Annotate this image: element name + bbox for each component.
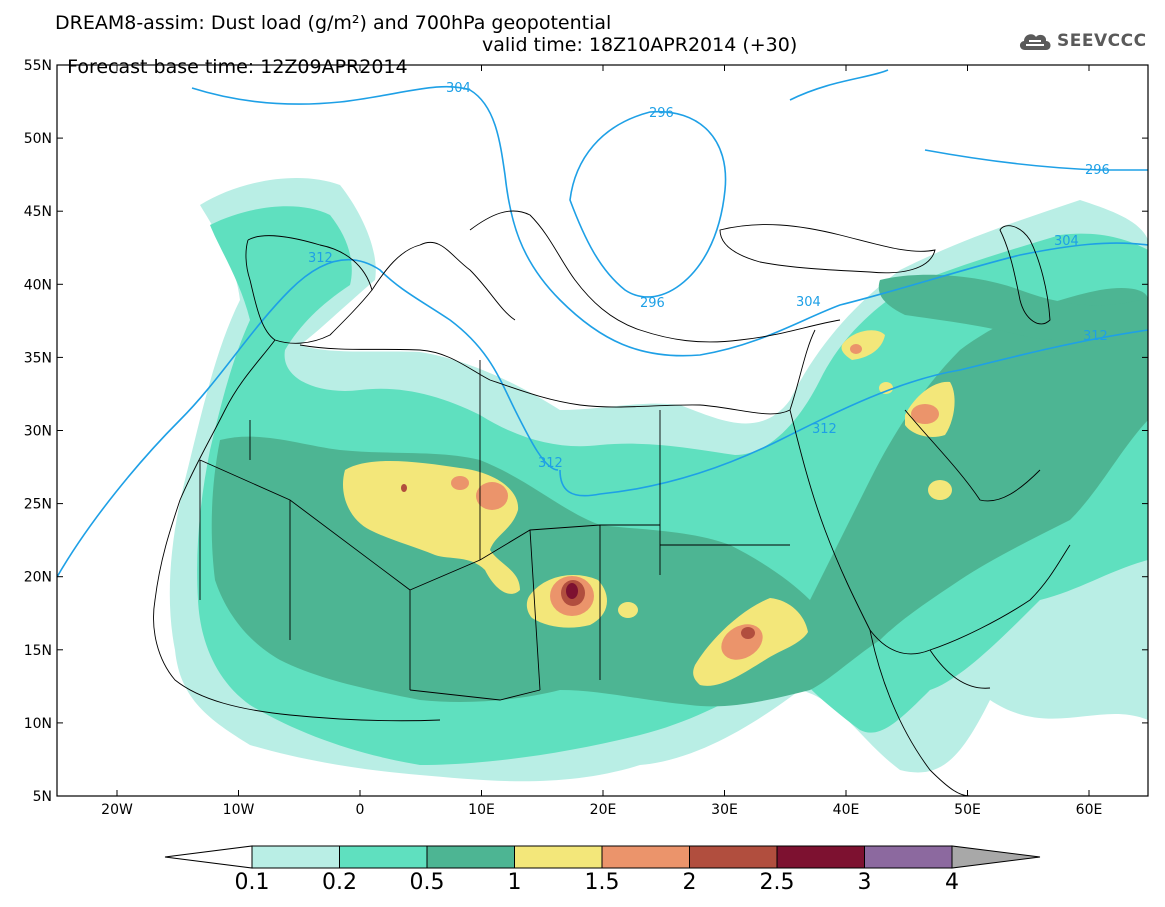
dust-area-25: [566, 583, 578, 599]
colorbar-swatch: [689, 845, 778, 869]
colorbar-label: 3: [857, 870, 872, 895]
contour-label: 296: [640, 296, 665, 311]
dust-area-1-f: [928, 480, 952, 500]
contour-label: 296: [1085, 163, 1110, 178]
coast-north-africa: [299, 344, 791, 415]
lat-label: 30N: [24, 424, 52, 440]
lon-label: 20E: [590, 802, 617, 818]
coast-levant-red-sea: [789, 329, 931, 655]
dust-area-05: [211, 288, 1148, 707]
lon-label: 20W: [101, 802, 133, 818]
colorbar: [164, 845, 1041, 869]
dust-area-15-a: [476, 482, 508, 510]
dust-area-1-a: [342, 461, 520, 594]
colorbar-swatch: [514, 845, 603, 869]
lat-label: 25N: [24, 497, 52, 513]
forecast-times: Forecast base time: 12Z09APR2014 valid t…: [55, 34, 797, 100]
cloud-icon: [1019, 34, 1051, 50]
dust-area-05b: [878, 274, 1148, 341]
colorbar-label: 1: [507, 870, 522, 895]
map-title: DREAM8-assim: Dust load (g/m²) and 700hP…: [55, 12, 612, 34]
lat-label: 10N: [24, 716, 52, 732]
lat-label: 5N: [33, 789, 52, 805]
lat-label: 50N: [24, 131, 52, 147]
colorbar-swatch: [601, 845, 690, 869]
coast-europe: [371, 210, 841, 343]
logo-text: SEEVCCC: [1057, 31, 1147, 51]
seevccc-logo: SEEVCCC: [1017, 26, 1147, 56]
coast-arabia-gulf: [904, 409, 1071, 651]
colorbar-swatch: [426, 845, 515, 869]
colorbar-swatch: [776, 845, 865, 869]
lon-label: 10W: [223, 802, 255, 818]
dust-area-15-e: [911, 404, 939, 424]
lon-label: 50E: [954, 802, 981, 818]
contour-label: 312: [308, 251, 333, 266]
contour-label: 304: [446, 81, 471, 96]
colorbar-label: 2.5: [759, 870, 795, 895]
lat-label: 45N: [24, 204, 52, 220]
contour-label: 296: [649, 106, 674, 121]
coast-nw-africa: [153, 339, 441, 722]
contour-label: 312: [538, 456, 563, 471]
coast-caspian: [999, 225, 1051, 325]
lon-label: 60E: [1076, 802, 1103, 818]
colorbar-label: 1.5: [584, 870, 620, 895]
dust-field: [169, 177, 1148, 782]
border-lines: [199, 360, 790, 701]
lat-label: 40N: [24, 277, 52, 293]
colorbar-swatch: [339, 845, 428, 869]
valid-time: valid time: 18Z10APR2014 (+30): [482, 34, 798, 56]
lon-label: 10E: [468, 802, 495, 818]
lon-label: 0: [356, 802, 365, 818]
contour-312-west: [57, 258, 559, 578]
contour-labels: 304 296 296 296 312 304 304 312 312 312: [308, 81, 1110, 471]
contour-label: 312: [1083, 329, 1108, 344]
dust-area-1-h: [879, 382, 893, 394]
colorbar-label: 4: [945, 870, 959, 895]
coast-black-sea: [719, 224, 936, 274]
dust-area-15-b: [451, 476, 469, 490]
colorbar-label: 0.5: [409, 870, 445, 895]
lat-label: 55N: [24, 58, 52, 74]
lat-label: 15N: [24, 643, 52, 659]
coast-iberia-africa: [245, 235, 373, 344]
contour-label: 304: [796, 295, 821, 310]
dust-area-1-g: [618, 602, 638, 618]
colorbar-arrow-high: [951, 845, 1041, 869]
dust-area-2-c: [401, 484, 407, 492]
dust-area-2-b: [741, 627, 755, 639]
lon-label: 40E: [833, 802, 860, 818]
lat-label: 35N: [24, 350, 52, 366]
contour-304: [191, 85, 1148, 357]
lon-label: 30E: [711, 802, 738, 818]
contour-label: 304: [1054, 234, 1079, 249]
base-time: Forecast base time: 12Z09APR2014: [67, 56, 408, 78]
contour-label: 312: [812, 422, 837, 437]
coast-horn-africa: [869, 629, 991, 796]
contour-296-ne: [789, 69, 1148, 171]
colorbar-swatch: [251, 845, 340, 869]
colorbar-label: 0.2: [322, 870, 357, 895]
lat-axis: 55N 50N 45N 40N 35N 30N 25N 20N 15N 10N 5N: [24, 58, 1148, 805]
contour-312-east: [559, 329, 1148, 497]
colorbar-swatch: [864, 845, 953, 869]
colorbar-label: 0.1: [234, 870, 270, 895]
coastlines-borders: [153, 210, 1071, 796]
colorbar-arrow-low: [164, 845, 253, 869]
colorbar-label: 2: [682, 870, 697, 895]
geopotential-contours: [57, 69, 1148, 578]
lon-axis: 20W 10W 0 10E 20E 30E 40E 50E 60E: [101, 65, 1102, 818]
dust-area-15-f: [850, 344, 862, 354]
contour-296-center: [569, 110, 727, 298]
lat-label: 20N: [24, 570, 52, 586]
